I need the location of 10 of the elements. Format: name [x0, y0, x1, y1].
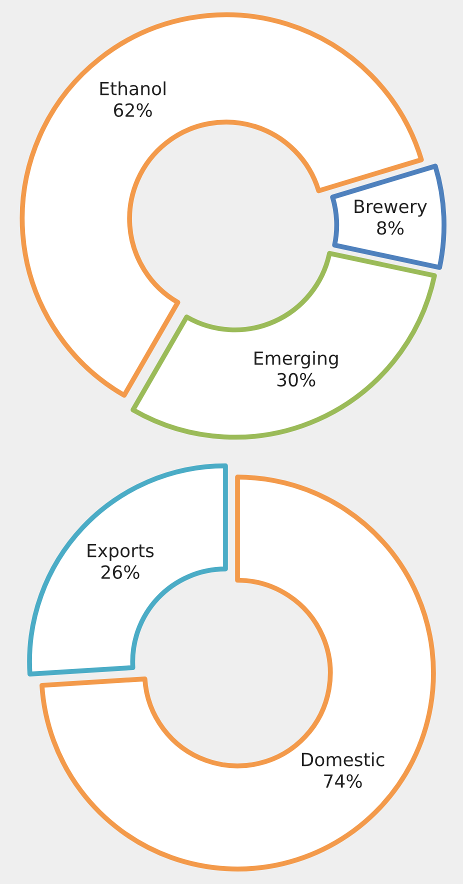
slice-label: Brewery	[354, 200, 427, 217]
slice-label: Exports	[88, 544, 154, 561]
slice-label: Domestic	[302, 752, 384, 766]
data-label: 30%	[277, 372, 316, 387]
slice-label: Ethanol	[100, 81, 166, 96]
data-label: 74%	[324, 774, 362, 788]
data-label: 8%	[377, 221, 404, 235]
data-label: 26%	[101, 565, 140, 579]
slice-label: Emerging	[254, 351, 338, 368]
data-label: 62%	[114, 103, 152, 117]
